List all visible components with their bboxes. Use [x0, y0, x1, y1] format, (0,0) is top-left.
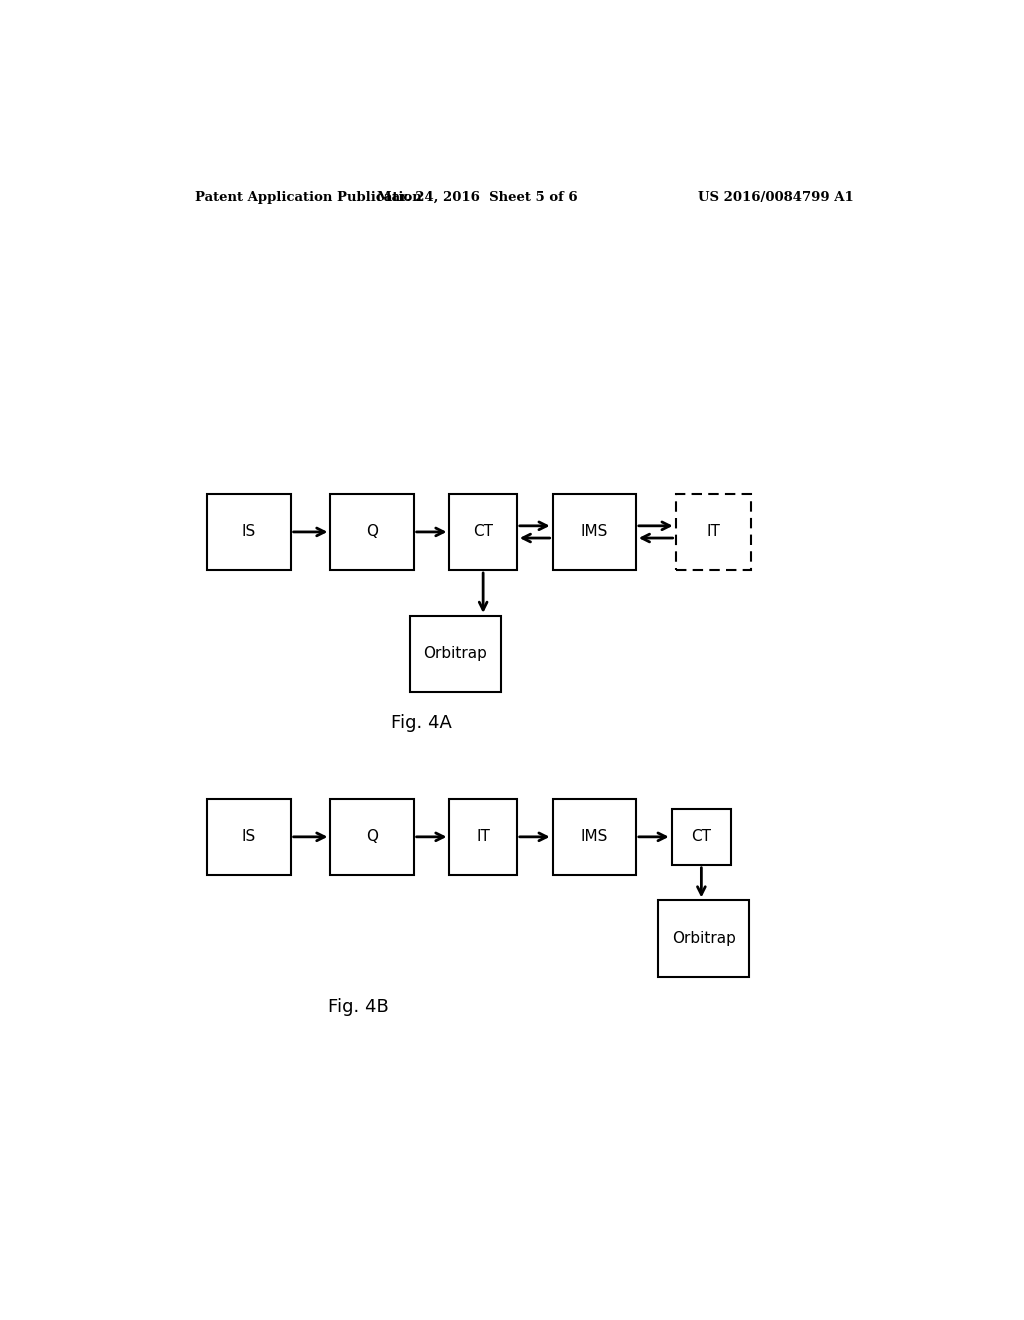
Text: Q: Q	[366, 524, 378, 540]
Text: Orbitrap: Orbitrap	[672, 931, 735, 946]
Text: Q: Q	[366, 829, 378, 845]
Bar	[672, 809, 731, 865]
Text: IMS: IMS	[581, 524, 608, 540]
Text: CT: CT	[691, 829, 712, 845]
Text: IMS: IMS	[581, 829, 608, 845]
Bar	[331, 799, 414, 875]
Text: IS: IS	[242, 524, 256, 540]
Text: Mar. 24, 2016  Sheet 5 of 6: Mar. 24, 2016 Sheet 5 of 6	[377, 190, 578, 203]
Text: Fig. 4B: Fig. 4B	[328, 998, 388, 1016]
Text: Orbitrap: Orbitrap	[423, 647, 487, 661]
Bar	[658, 900, 750, 977]
Text: US 2016/0084799 A1: US 2016/0084799 A1	[698, 190, 854, 203]
Bar	[331, 494, 414, 570]
Text: Fig. 4A: Fig. 4A	[391, 714, 452, 731]
Bar	[450, 494, 517, 570]
Bar	[207, 494, 291, 570]
Text: CT: CT	[473, 524, 494, 540]
Bar	[410, 616, 501, 692]
Bar	[553, 799, 636, 875]
Bar	[207, 799, 291, 875]
Text: Patent Application Publication: Patent Application Publication	[196, 190, 422, 203]
Bar	[676, 494, 751, 570]
Text: IS: IS	[242, 829, 256, 845]
Text: IT: IT	[707, 524, 720, 540]
Bar	[450, 799, 517, 875]
Text: IT: IT	[476, 829, 490, 845]
Bar	[553, 494, 636, 570]
